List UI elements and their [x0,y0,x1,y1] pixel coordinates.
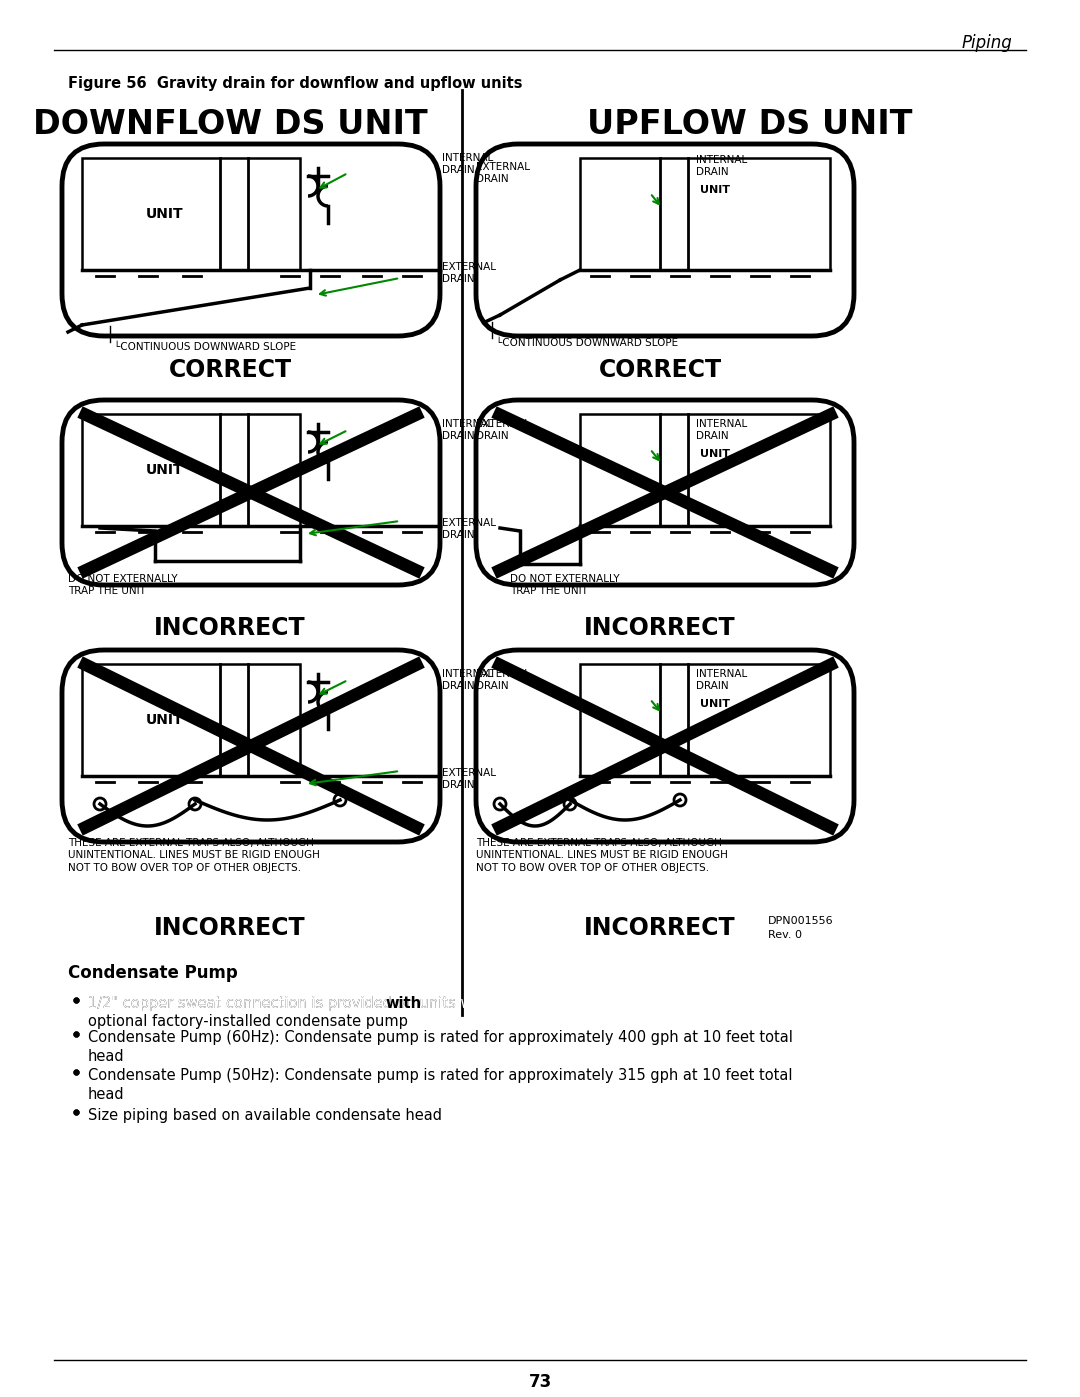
Text: UNIT: UNIT [146,712,184,726]
Text: INCORRECT: INCORRECT [154,916,306,940]
Text: EXTERNAL
DRAIN: EXTERNAL DRAIN [476,419,530,441]
Text: UNIT: UNIT [700,698,730,710]
Text: Size piping based on available condensate head: Size piping based on available condensat… [87,1108,442,1123]
Text: THESE ARE EXTERNAL TRAPS ALSO, ALTHOUGH
UNINTENTIONAL. LINES MUST BE RIGID ENOUG: THESE ARE EXTERNAL TRAPS ALSO, ALTHOUGH … [476,838,728,873]
Text: with: with [386,996,421,1011]
Text: DOWNFLOW DS UNIT: DOWNFLOW DS UNIT [32,108,428,141]
Text: INCORRECT: INCORRECT [584,616,735,640]
Bar [580,158,831,270]
Text: optional factory-installed condensate pump: optional factory-installed condensate pu… [87,1014,408,1030]
FancyBboxPatch shape [476,400,854,585]
Bar [580,664,831,775]
Text: DPN001556: DPN001556 [768,916,834,926]
Bar [82,414,300,527]
Text: 1/2" copper sweat connection is provided on units: 1/2" copper sweat connection is provided… [87,996,460,1011]
Text: EXTERNAL
DRAIN: EXTERNAL DRAIN [476,162,530,184]
FancyBboxPatch shape [62,400,440,585]
Text: INTERNAL
DRAIN: INTERNAL DRAIN [696,669,747,692]
Text: Condensate Pump: Condensate Pump [68,964,238,982]
Text: 73: 73 [528,1373,552,1391]
Bar [580,414,831,527]
Text: └CONTINUOUS DOWNWARD SLOPE: └CONTINUOUS DOWNWARD SLOPE [114,342,296,352]
Text: Rev. 0: Rev. 0 [768,930,802,940]
Text: EXTERNAL
DRAIN: EXTERNAL DRAIN [442,768,496,791]
Text: EXTERNAL
DRAIN: EXTERNAL DRAIN [442,518,496,541]
Text: UPFLOW DS UNIT: UPFLOW DS UNIT [588,108,913,141]
Text: Figure 56  Gravity drain for downflow and upflow units: Figure 56 Gravity drain for downflow and… [68,75,523,91]
Text: CORRECT: CORRECT [598,358,721,381]
Bar [82,158,300,270]
Text: CORRECT: CORRECT [168,358,292,381]
Text: INCORRECT: INCORRECT [154,616,306,640]
Text: INTERNAL
DRAIN: INTERNAL DRAIN [442,669,494,692]
Text: INTERNAL
DRAIN: INTERNAL DRAIN [696,419,747,441]
Text: EXTERNAL
DRAIN: EXTERNAL DRAIN [442,263,496,285]
Text: Piping: Piping [961,34,1012,52]
Text: INTERNAL
DRAIN: INTERNAL DRAIN [442,419,494,441]
Text: EXTERNAL
DRAIN: EXTERNAL DRAIN [476,669,530,692]
FancyBboxPatch shape [476,144,854,337]
Text: └CONTINUOUS DOWNWARD SLOPE: └CONTINUOUS DOWNWARD SLOPE [496,338,678,348]
Text: DO NOT EXTERNALLY
TRAP THE UNIT: DO NOT EXTERNALLY TRAP THE UNIT [510,574,620,597]
Bar [82,664,300,775]
FancyBboxPatch shape [62,144,440,337]
Text: UNIT: UNIT [700,184,730,196]
FancyBboxPatch shape [476,650,854,842]
Text: 1/2" copper sweat connection is provided on units ​​​​​​​​​with: 1/2" copper sweat connection is provided… [87,996,491,1011]
Text: UNIT: UNIT [146,462,184,476]
Text: INCORRECT: INCORRECT [584,916,735,940]
FancyBboxPatch shape [62,650,440,842]
Text: UNIT: UNIT [146,207,184,221]
Text: UNIT: UNIT [700,448,730,460]
Text: THESE ARE EXTERNAL TRAPS ALSO, ALTHOUGH
UNINTENTIONAL. LINES MUST BE RIGID ENOUG: THESE ARE EXTERNAL TRAPS ALSO, ALTHOUGH … [68,838,320,873]
Text: INTERNAL
DRAIN: INTERNAL DRAIN [442,154,494,176]
Text: Condensate Pump (50Hz): Condensate pump is rated for approximately 315 gph at 10: Condensate Pump (50Hz): Condensate pump … [87,1067,793,1102]
Text: Condensate Pump (60Hz): Condensate pump is rated for approximately 400 gph at 10: Condensate Pump (60Hz): Condensate pump … [87,1030,793,1065]
Text: INTERNAL
DRAIN: INTERNAL DRAIN [696,155,747,177]
Text: DO NOT EXTERNALLY
TRAP THE UNIT: DO NOT EXTERNALLY TRAP THE UNIT [68,574,177,597]
